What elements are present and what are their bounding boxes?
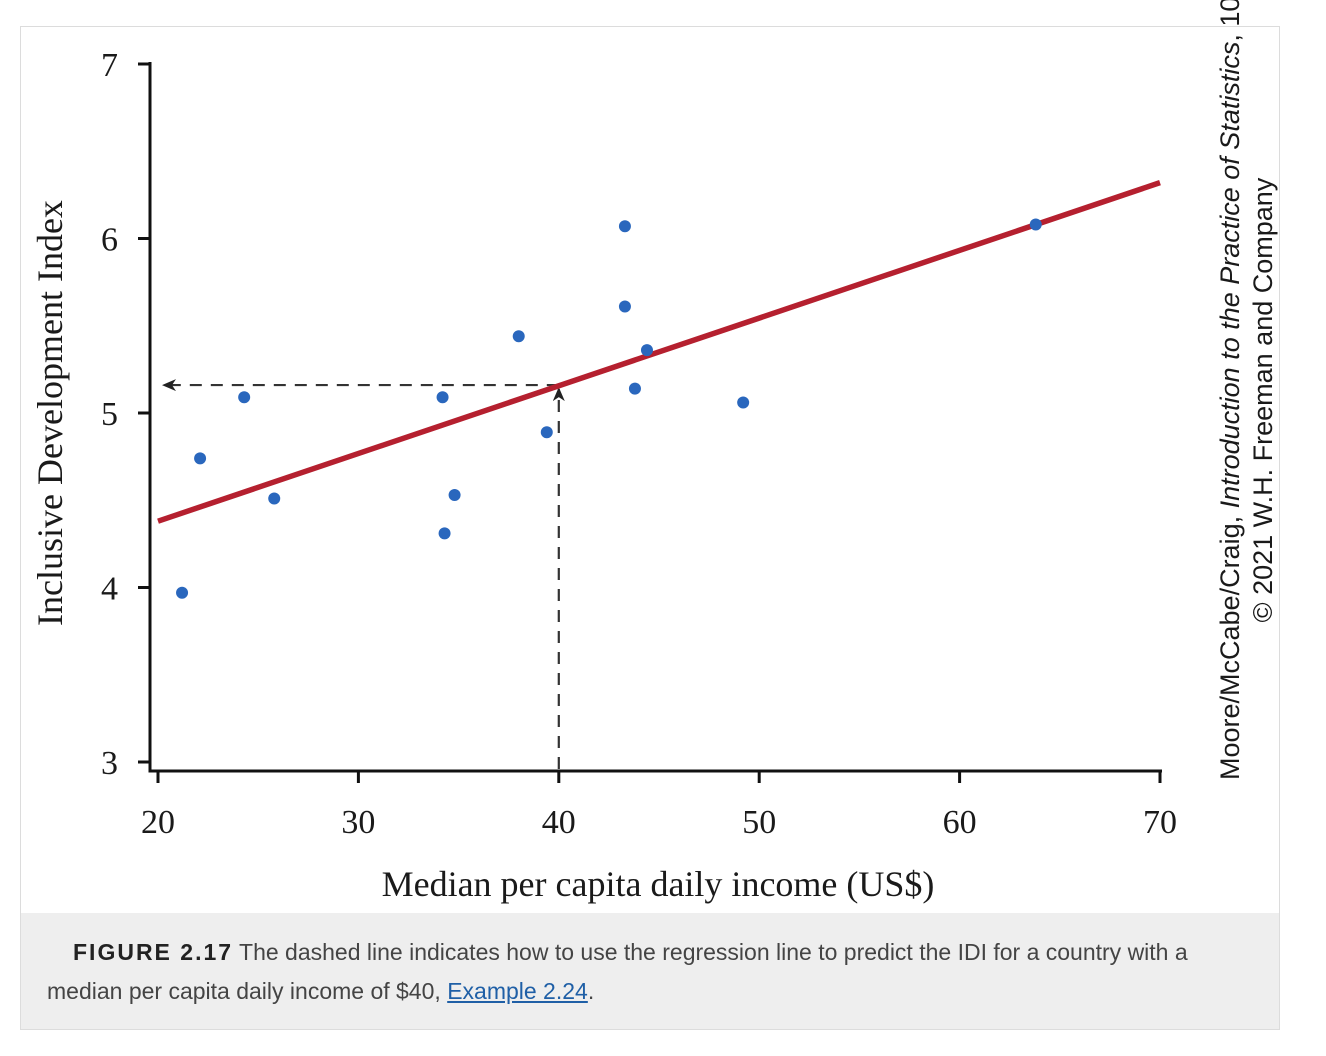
- figure-caption: FIGURE 2.17 The dashed line indicates ho…: [21, 913, 1279, 1029]
- x-tick-label: 50: [742, 804, 776, 841]
- data-point: [628, 382, 641, 395]
- data-point: [436, 391, 449, 404]
- regression-line-group: [157, 180, 1161, 524]
- credit-publisher: © 2021 W.H. Freeman and Company: [1248, 177, 1278, 623]
- figure-frame: [20, 26, 1280, 1030]
- example-link[interactable]: Example 2.24: [447, 978, 588, 1004]
- y-tick-label: 4: [101, 571, 118, 608]
- data-point: [618, 300, 631, 313]
- copyright-credit: Moore/McCabe/Craig, Introduction to the …: [1214, 0, 1294, 780]
- y-tick-label: 3: [101, 745, 118, 782]
- data-points: [176, 218, 1042, 599]
- credit-edition: , 10e,: [1215, 0, 1245, 42]
- y-tick-label: 7: [101, 47, 118, 84]
- data-point: [448, 489, 461, 502]
- credit-authors: Moore/McCabe/Craig,: [1215, 508, 1245, 780]
- y-axis-label: Inclusive Development Index: [30, 200, 70, 626]
- data-point: [238, 391, 251, 404]
- data-point: [540, 426, 553, 439]
- data-point: [1029, 218, 1042, 231]
- data-point: [512, 330, 525, 343]
- axes: 20 30 40 50 60 70 3 4 5 6 7: [101, 47, 1177, 841]
- y-tick-label: 6: [101, 222, 118, 259]
- data-point: [618, 220, 631, 233]
- x-tick-label: 40: [542, 804, 576, 841]
- data-point: [176, 586, 189, 599]
- data-point: [438, 527, 451, 540]
- x-tick-label: 70: [1143, 804, 1177, 841]
- data-point: [268, 492, 281, 505]
- credit-book-title: Introduction to the Practice of Statisti…: [1215, 41, 1245, 509]
- x-tick-label: 60: [943, 804, 977, 841]
- regression-line: [157, 180, 1161, 524]
- y-tick-label: 5: [101, 396, 118, 433]
- caption-end: .: [587, 978, 595, 1004]
- scatter-chart: 20 30 40 50 60 70 3 4 5 6 7 Median per capita dail…: [30, 47, 1177, 904]
- figure-label: FIGURE 2.17: [73, 939, 234, 965]
- data-point: [737, 396, 750, 409]
- axis-labels: Median per capita daily income (US$) Inc…: [30, 200, 934, 904]
- x-axis-label: Median per capita daily income (US$): [382, 864, 935, 904]
- x-tick-label: 30: [341, 804, 375, 841]
- data-point: [194, 452, 207, 465]
- x-tick-label: 20: [141, 804, 175, 841]
- prediction-guides: [162, 379, 565, 769]
- data-point: [640, 344, 653, 357]
- caption-text: The dashed line indicates how to use the…: [47, 939, 1188, 1004]
